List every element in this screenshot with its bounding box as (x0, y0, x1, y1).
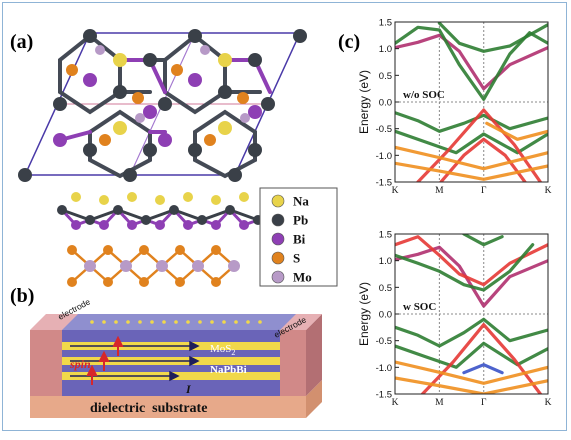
legend-bi-label: Bi (293, 232, 306, 247)
legend-pb-marker (271, 213, 285, 227)
band-line (462, 234, 504, 247)
y-tick-label: 0.0 (379, 98, 392, 109)
panel-c-label: (c) (338, 31, 360, 53)
y-tick-label: -1.0 (376, 363, 392, 374)
legend-na-marker (271, 194, 285, 208)
x-tick-label: M (435, 398, 444, 408)
panel-a-label: (a) (10, 31, 33, 53)
band-line (395, 129, 548, 155)
band-line (395, 317, 548, 348)
panel-b-label: (b) (10, 285, 34, 307)
band-line (395, 145, 548, 171)
crystal-side-view-napbbi (57, 192, 263, 230)
y-tick-label: 0.5 (379, 71, 392, 82)
band-line (395, 235, 548, 287)
legend-pb-label: Pb (293, 213, 308, 228)
y-tick-label: 1.0 (379, 256, 392, 267)
spin-label: spin (69, 357, 91, 371)
y-tick-label: -0.5 (376, 124, 392, 135)
substrate-label: dielectric substrate (90, 401, 207, 416)
y-axis-label: Energy (eV) (357, 70, 371, 134)
band-line (462, 363, 504, 375)
y-tick-label: 0.5 (379, 283, 392, 294)
device-schematic: electrode electrode spin MoS2 NaPbBi I d… (30, 296, 322, 418)
crystal-side-view-mos2 (67, 245, 240, 287)
napbbi-label: NaPbBi (210, 364, 247, 376)
legend-s-label: S (293, 251, 300, 266)
band-line (437, 22, 548, 53)
band-line (416, 108, 542, 182)
y-tick-label: 1.0 (379, 44, 392, 55)
band-line (395, 111, 548, 133)
x-tick-label: K (545, 186, 552, 196)
x-tick-label: K (392, 398, 399, 408)
legend-na-label: Na (293, 194, 309, 209)
y-tick-label: 1.5 (379, 18, 392, 29)
atom-legend: Na Pb Bi S Mo (259, 187, 338, 287)
y-tick-label: -0.5 (376, 336, 392, 347)
band-line (395, 161, 548, 181)
crystal-top-view (18, 29, 307, 182)
soc-annotation: w/o SOC (403, 89, 445, 101)
y-tick-label: 0.0 (379, 310, 392, 321)
current-label: I (185, 382, 192, 396)
band-line (395, 360, 548, 385)
legend-mo-marker (271, 270, 285, 284)
y-axis-label: Energy (eV) (357, 282, 371, 346)
y-tick-label: -1.0 (376, 151, 392, 162)
band-line (395, 341, 548, 369)
x-tick-label: K (392, 186, 399, 196)
legend-bi-marker (271, 232, 285, 246)
band-line (395, 243, 535, 292)
y-tick-label: -1.5 (376, 178, 392, 189)
legend-mo-label: Mo (293, 270, 312, 285)
band-line (395, 33, 548, 91)
x-tick-label: M (435, 186, 444, 196)
mos2-label: MoS2 (210, 343, 235, 357)
y-tick-label: 1.5 (379, 230, 392, 241)
y-tick-label: -1.5 (376, 390, 392, 401)
band-line (395, 376, 548, 394)
x-tick-label: Γ (481, 398, 487, 408)
figure-frame (2, 2, 567, 431)
x-tick-label: Γ (481, 186, 487, 196)
x-tick-label: K (545, 398, 552, 408)
band-line (485, 121, 548, 141)
legend-s-marker (271, 251, 285, 265)
soc-annotation: w SOC (403, 301, 436, 313)
band-line (395, 245, 548, 308)
band-line (439, 137, 527, 182)
